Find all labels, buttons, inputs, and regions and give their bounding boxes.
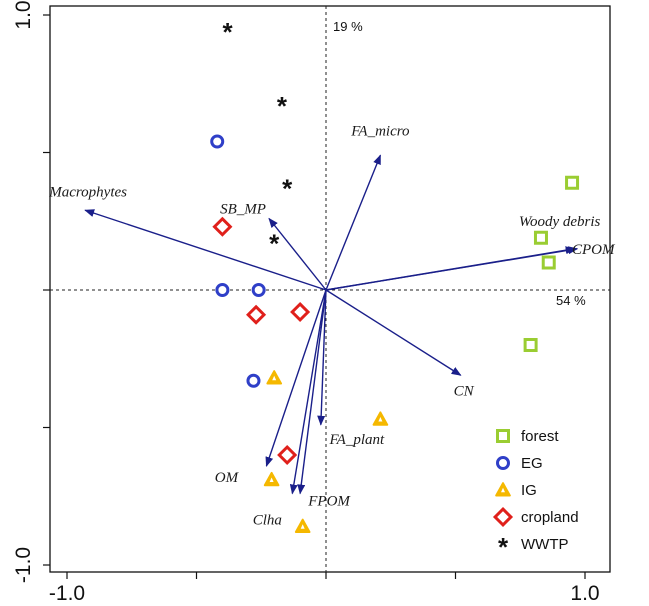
axis1-variance-label: 54 % [556,293,586,308]
variable-label: Woody debris [519,214,601,230]
legend-marker-eg [496,456,510,470]
data-point-ig-hole [378,417,383,422]
loading-arrow-fpom [297,289,327,495]
legend-label: EG [521,455,543,472]
data-point-forest [523,338,538,352]
loading-arrow-om [265,289,327,467]
axis-ticks: -1.0 1.0 1.0 -1.0 [12,0,600,605]
variable-label: FA_plant [328,432,385,448]
variable-label: FPOM [307,494,351,510]
data-point-wwtp: * [282,174,293,204]
axis-annotations: 19 % 54 % [333,19,586,308]
data-point-wwtp: * [277,91,288,121]
loading-arrow-clha [289,289,327,495]
data-point-cropland [246,304,267,325]
variable-label: OM [215,470,240,486]
data-point-ig-hole [272,375,277,381]
data-point-ig-hole [269,477,274,482]
data-point-forest [541,255,556,270]
data-point-cropland [277,444,298,466]
x-tick-label: 1.0 [570,582,599,605]
data-point-wwtp: * [269,229,280,259]
plot-frame [49,5,611,573]
y-tick-label: 1.0 [12,0,35,29]
variable-label: SB_MP [220,202,266,218]
data-point-eg [215,283,230,297]
variable-label: Macrophytes [48,184,127,200]
variable-label: CPOM [572,242,616,258]
data-point-forest [565,175,580,190]
legend-label: IG [521,482,537,499]
data-point-forest [533,230,548,245]
data-point-ig-hole [300,524,305,529]
legend-marker-wwtp: * [498,532,509,562]
loading-arrow-fa-plant [317,289,327,426]
loading-arrow-macrophytes [84,209,327,291]
variable-label: Clha [253,513,282,529]
legend: forest EG IG cropland * WWTP [492,428,579,562]
axis2-variance-label: 19 % [333,19,363,34]
loading-arrow-sb-mp [268,217,327,291]
data-point-wwtp: * [223,17,234,47]
variable-label: FA_micro [350,123,410,139]
data-point-eg [210,134,225,149]
data-point-cropland [212,216,233,237]
variable-label: CN [454,383,475,399]
legend-marker-cropland [492,506,514,528]
variable-labels: Macrophytes FA_micro SB_MP Woody debris CPOM… [48,123,616,528]
data-point-eg [251,283,266,297]
plot-border [49,5,611,573]
legend-label: cropland [521,509,579,526]
data-point-cropland [290,301,311,323]
loading-arrow-cn [325,289,462,376]
x-tick-label: -1.0 [49,582,85,605]
loading-arrows [84,154,579,495]
legend-label: WWTP [521,536,568,553]
loading-arrow-cpom [325,246,579,291]
loading-arrow-fa-micro [325,154,382,291]
legend-label: forest [521,428,559,445]
legend-marker-ig-hole [501,487,505,493]
sample-points: **** [210,17,580,533]
data-point-eg [246,373,261,388]
y-tick-label: -1.0 [12,547,35,583]
legend-marker-forest [496,429,510,443]
